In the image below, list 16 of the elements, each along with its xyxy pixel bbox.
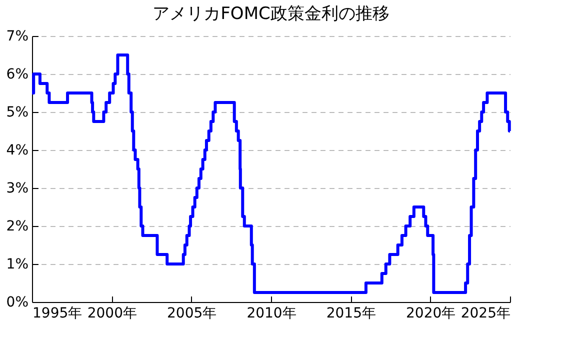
y-tick-label: 3% — [6, 180, 28, 196]
x-tick-label: 2015年 — [326, 306, 376, 322]
x-tick-label: 2010年 — [246, 306, 296, 322]
y-tick-label: 6% — [6, 66, 28, 82]
x-tick-label: 2025年 — [460, 306, 510, 322]
x-tick-label: 2020年 — [406, 306, 456, 322]
x-tick-label: 2000年 — [87, 306, 137, 322]
y-tick-label: 2% — [6, 218, 28, 234]
y-tick-label: 7% — [6, 28, 28, 44]
y-tick-label: 5% — [6, 104, 28, 120]
y-tick-label: 1% — [6, 256, 28, 272]
chart-title: アメリカFOMC政策金利の推移 — [152, 4, 390, 24]
x-tick-label: 1995年 — [32, 306, 82, 322]
y-tick-label: 0% — [6, 294, 28, 310]
x-tick-label: 2005年 — [167, 306, 217, 322]
y-tick-label: 4% — [6, 142, 28, 158]
